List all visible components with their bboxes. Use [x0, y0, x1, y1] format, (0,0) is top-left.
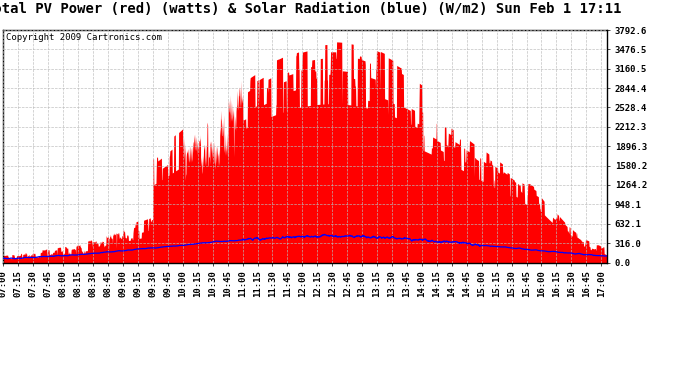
Text: Copyright 2009 Cartronics.com: Copyright 2009 Cartronics.com [6, 33, 162, 42]
Text: Total PV Power (red) (watts) & Solar Radiation (blue) (W/m2) Sun Feb 1 17:11: Total PV Power (red) (watts) & Solar Rad… [0, 2, 622, 16]
